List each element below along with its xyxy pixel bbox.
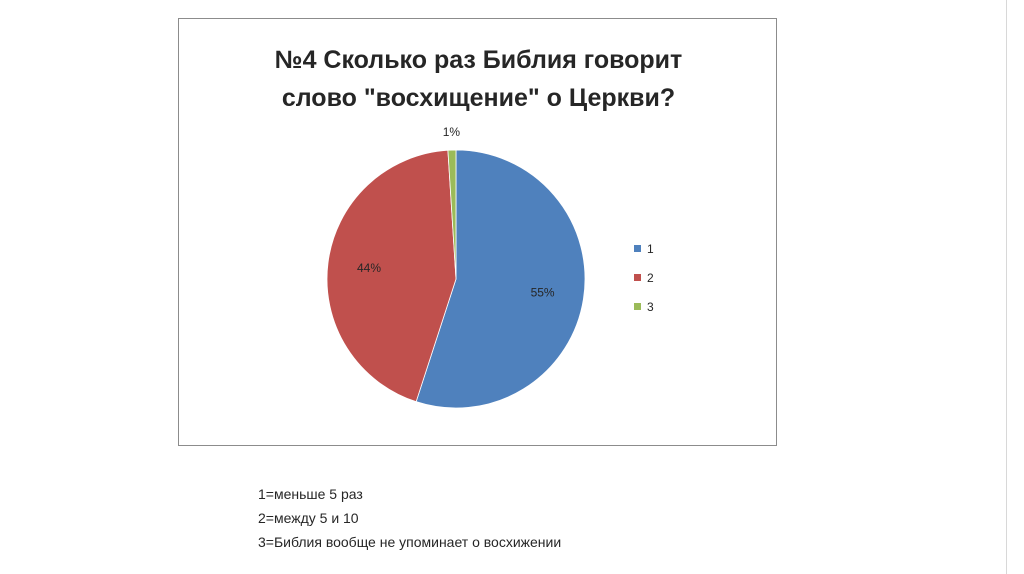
legend-label-3: 3	[647, 300, 654, 314]
chart-frame: №4 Сколько раз Библия говорит слово "вос…	[178, 18, 777, 446]
data-label-3: 1%	[443, 125, 461, 139]
legend-notes: 1=меньше 5 раз 2=между 5 и 10 3=Библия в…	[258, 482, 561, 554]
pie-slice-3	[447, 149, 457, 280]
note-3: 3=Библия вообще не упоминает о восхижени…	[258, 534, 562, 550]
slide-edge	[1006, 0, 1024, 574]
legend-label-2: 2	[647, 271, 654, 285]
data-label-1: 55%	[531, 286, 555, 300]
pie-slice-1	[415, 149, 586, 409]
data-label-2: 44%	[357, 261, 381, 275]
legend-swatch-2	[634, 274, 641, 281]
chart-title-line-1: №4 Сколько раз Библия говорит	[274, 46, 683, 74]
pie-chart: 55% 44% 1% 1 2 3	[326, 125, 654, 409]
note-1: 1=меньше 5 раз	[258, 486, 363, 502]
chart-title: №4 Сколько раз Библия говорит слово "вос…	[179, 41, 778, 117]
pie-slice-2	[326, 149, 457, 403]
legend-swatch-1	[634, 245, 641, 252]
chart-title-line-2: слово "восхищение" о Церкви?	[281, 84, 676, 112]
note-2: 2=между 5 и 10	[258, 510, 359, 526]
legend-label-1: 1	[647, 242, 654, 256]
legend-swatch-3	[634, 303, 641, 310]
